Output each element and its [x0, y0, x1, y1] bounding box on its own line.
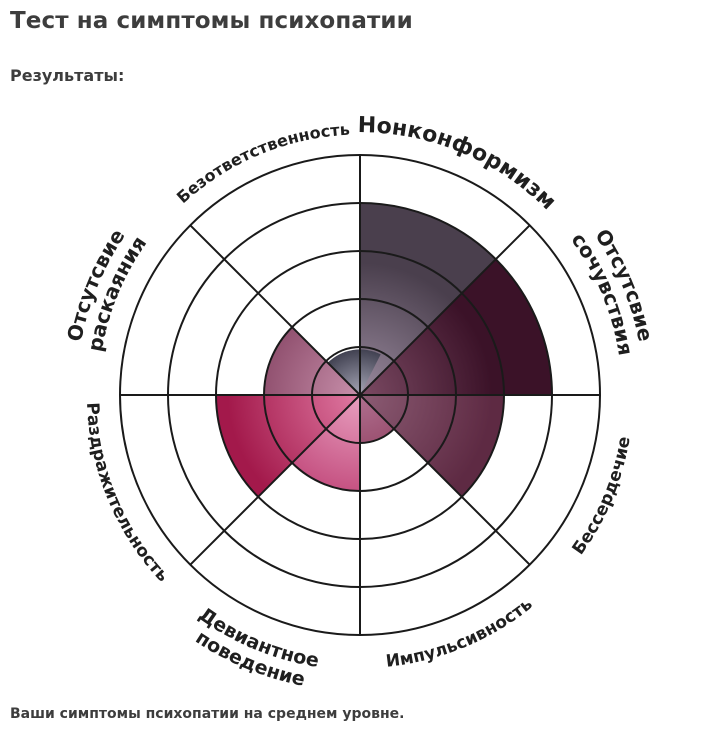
- center-disc: [327, 349, 381, 395]
- sectors-layer: [216, 203, 552, 497]
- center-layer: [327, 349, 381, 395]
- sector-отсутсвие-раскаяния: [264, 327, 360, 395]
- sector-бессердечие: [360, 395, 504, 497]
- label-импульсивность: Импульсивность: [385, 594, 537, 672]
- grid-spoke-8: [189, 224, 361, 396]
- sector-раздражительность: [216, 395, 360, 497]
- grid-spoke-6: [189, 394, 361, 566]
- symptoms-chart: Нонконформизм Отсутсвие сочувствия Бессерде…: [0, 90, 702, 700]
- label-раздражительность: Раздражительность: [82, 402, 173, 586]
- sector-девиантное-поведение: [292, 395, 360, 491]
- grid-spoke-2: [359, 224, 531, 396]
- conclusion-text: Ваши симптомы психопатии на среднем уров…: [10, 706, 405, 722]
- label-безответственность: Безответственность: [173, 120, 350, 207]
- grid-layer: [119, 154, 601, 636]
- sector-нонконформизм: [360, 203, 496, 395]
- results-heading: Результаты:: [10, 66, 125, 85]
- page-title: Тест на симптомы психопатии: [10, 8, 413, 34]
- polar-area-chart: НонконформизмОтсутсвиесочувствияБессерде…: [62, 113, 658, 691]
- sector-импульсивность: [360, 395, 394, 443]
- sector-отсутсвие-сочувствия: [360, 259, 552, 395]
- grid-spoke-4: [359, 394, 531, 566]
- label-нонконформизм: Нонконформизм: [358, 113, 561, 215]
